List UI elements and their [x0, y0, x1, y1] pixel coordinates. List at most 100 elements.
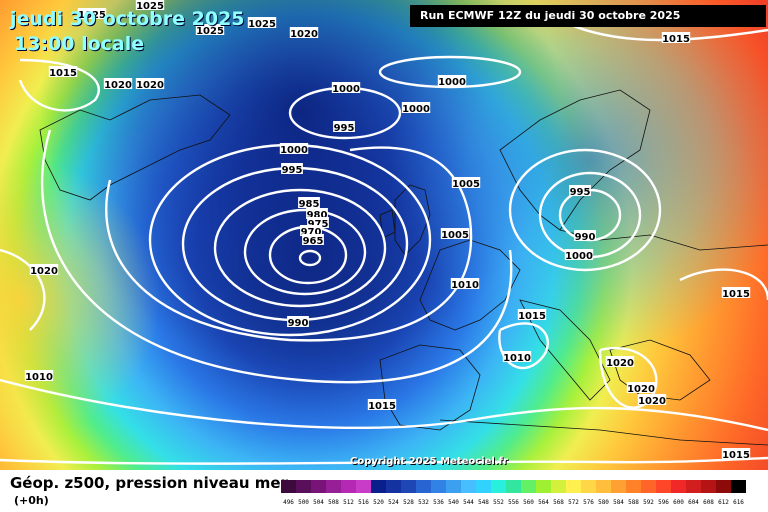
isobar-label-bg [626, 382, 656, 393]
isobar-label: 975 [308, 219, 329, 230]
isobar-label: 1000 [438, 77, 466, 88]
scale-swatch [446, 480, 461, 493]
scale-swatch [671, 480, 686, 493]
scale-label: 520 [373, 499, 384, 506]
isobar-label: 1005 [452, 179, 480, 190]
scale-label: 516 [358, 499, 369, 506]
isobar-label-bg [306, 208, 328, 219]
scale-label: 556 [508, 499, 519, 506]
scale-swatch [371, 480, 386, 493]
scale-label: 548 [478, 499, 489, 506]
scale-label: 560 [523, 499, 534, 506]
copyright: Copyright 2025 Meteociel.fr [350, 456, 508, 467]
map-time: 13:00 locale [14, 33, 145, 55]
isobar-label: 1010 [503, 353, 531, 364]
isobar-label: 1025 [78, 10, 106, 21]
isobar-label-group: 1025 1025 1025 1025 1020 1015 1015 1020 1020 1000… [24, 0, 751, 461]
isobar-label-bg [564, 249, 594, 260]
isobar-label: 1020 [606, 358, 634, 369]
isobar-label: 1010 [451, 280, 479, 291]
chart-parameter-title: Géop. z500, pression niveau mer [10, 474, 288, 492]
scale-label: 612 [718, 499, 729, 506]
isobar-label-bg [605, 356, 635, 367]
isobar-label-bg [367, 399, 397, 410]
scale-swatch [641, 480, 656, 493]
isobar-label-bg [637, 394, 667, 405]
forecast-step: (+0h) [14, 494, 49, 507]
scale-label: 580 [598, 499, 609, 506]
isobar-label: 1025 [248, 19, 276, 30]
isobar-label-bg [298, 197, 320, 208]
isobar-label: 990 [288, 318, 309, 329]
isobar-label: 1025 [196, 26, 224, 37]
scale-swatch [551, 480, 566, 493]
scale-swatch [311, 480, 326, 493]
isobar-label-bg [661, 32, 691, 43]
scale-swatch [416, 480, 431, 493]
scale-label: 528 [403, 499, 414, 506]
scale-swatch [281, 480, 296, 493]
scale-label: 600 [673, 499, 684, 506]
scale-label: 564 [538, 499, 549, 506]
run-info: Run ECMWF 12Z du jeudi 30 octobre 2025 [410, 5, 766, 27]
scale-swatch [596, 480, 611, 493]
scale-label: 568 [553, 499, 564, 506]
scale-label: 504 [313, 499, 324, 506]
scale-swatch [461, 480, 476, 493]
scale-swatch [431, 480, 446, 493]
isobar-label-bg [29, 264, 59, 275]
isobar-label: 990 [575, 232, 596, 243]
isobar-label-bg [103, 78, 133, 89]
scale-label: 604 [688, 499, 699, 506]
scale-swatch [626, 480, 641, 493]
scale-swatch [731, 480, 746, 493]
isobar-label-bg [287, 316, 309, 327]
scale-swatch [356, 480, 371, 493]
isobar-label-bg [48, 66, 78, 77]
scale-label: 576 [583, 499, 594, 506]
scale-swatch [536, 480, 551, 493]
isobar-label: 1025 [136, 1, 164, 12]
map-date: jeudi 30 octobre 2025 [10, 8, 245, 30]
scale-swatch [326, 480, 341, 493]
isobar-label-bg [437, 75, 467, 86]
isobar-label-bg [289, 27, 319, 38]
scale-label: 508 [328, 499, 339, 506]
isobar-label: 1000 [280, 145, 308, 156]
isobar-label-bg [247, 17, 277, 28]
isobar-label: 1015 [49, 68, 77, 79]
isobar-label: 995 [334, 123, 355, 134]
isobar-label: 1020 [30, 266, 58, 277]
scale-label: 540 [448, 499, 459, 506]
isobar-label: 1015 [662, 34, 690, 45]
isobar-label-bg [281, 163, 303, 174]
scale-label: 524 [388, 499, 399, 506]
isobar-label: 965 [303, 236, 324, 247]
isobar-label-bg [440, 228, 470, 239]
isobar-label-bg [135, 78, 165, 89]
scale-swatch [686, 480, 701, 493]
isobar-label: 1015 [722, 289, 750, 300]
scale-swatch [701, 480, 716, 493]
isobar-label: 1020 [290, 29, 318, 40]
isobar-label-bg [333, 121, 355, 132]
scale-swatch [341, 480, 356, 493]
scale-label: 584 [613, 499, 624, 506]
scale-swatch [476, 480, 491, 493]
isobar-label: 1000 [332, 84, 360, 95]
scale-label: 596 [658, 499, 669, 506]
isobar-label: 985 [299, 199, 320, 210]
isobar-label: 995 [282, 165, 303, 176]
map-canvas: 1025 1025 1025 1025 1020 1015 1015 1020 1020 1000… [0, 0, 768, 470]
scale-label: 608 [703, 499, 714, 506]
color-scale: 496 500 504 508 512 516 520 524 528 532 536 540 544 5… [281, 480, 746, 506]
isobar-label: 1020 [136, 80, 164, 91]
isobar-label-bg [721, 287, 751, 298]
isobar-label-bg [517, 309, 547, 320]
isobar-label-bg [721, 448, 751, 459]
isobar-label: 1020 [104, 80, 132, 91]
scale-label: 532 [418, 499, 429, 506]
isobar-label: 980 [307, 210, 328, 221]
isobar-label-bg [302, 234, 324, 245]
isobar-label-bg [24, 370, 54, 381]
